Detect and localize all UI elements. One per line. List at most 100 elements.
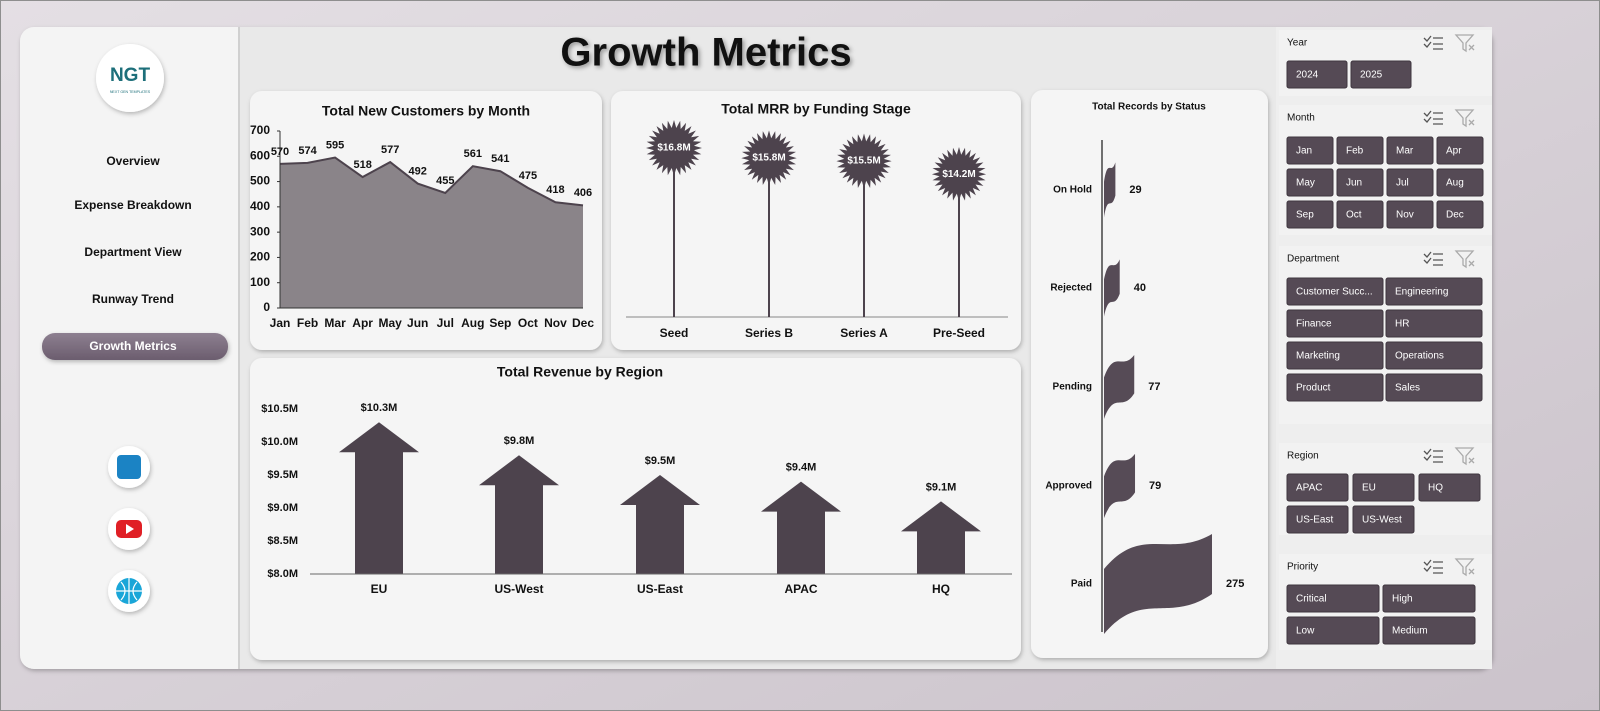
slicer-button-label[interactable]: Oct xyxy=(1346,210,1362,221)
multi-select-icon[interactable] xyxy=(1423,251,1443,266)
slicer-button-label[interactable]: US-West xyxy=(1362,515,1402,526)
slicer-button-label[interactable]: HQ xyxy=(1428,483,1443,494)
slicer-button-label[interactable]: Jul xyxy=(1396,178,1409,189)
slicer-button-label[interactable]: Jan xyxy=(1296,146,1312,157)
clear-filter-icon[interactable] xyxy=(1454,34,1475,53)
slicer-button[interactable] xyxy=(1336,200,1384,229)
slicer-button-label[interactable]: 2024 xyxy=(1296,70,1319,81)
slicer-button[interactable] xyxy=(1286,60,1348,89)
slicer-button-label[interactable]: Low xyxy=(1296,626,1315,637)
area-line xyxy=(279,156,584,207)
slicer-button[interactable] xyxy=(1436,168,1484,197)
nav-item[interactable]: Runway Trend xyxy=(92,292,174,306)
slicer-button-label[interactable]: US-East xyxy=(1296,515,1333,526)
slicer-button[interactable] xyxy=(1350,60,1412,89)
slicer-button-label[interactable]: Nov xyxy=(1396,210,1414,221)
nav-item[interactable]: Overview xyxy=(106,154,160,168)
slicer-button-label[interactable]: Feb xyxy=(1346,146,1364,157)
multi-select-icon[interactable] xyxy=(1423,35,1443,50)
x-tick-label: Series A xyxy=(840,326,888,340)
slicer-button[interactable] xyxy=(1286,505,1349,534)
social-youtube[interactable] xyxy=(108,508,150,550)
y-tick-label: 300 xyxy=(250,224,270,238)
linkedin-icon[interactable] xyxy=(117,455,141,479)
flag-bar xyxy=(1104,453,1136,519)
clear-filter-icon[interactable] xyxy=(1454,447,1475,466)
slicer-button-label[interactable]: Jun xyxy=(1346,178,1362,189)
slicer-button[interactable] xyxy=(1386,136,1434,165)
slicer-button[interactable] xyxy=(1352,505,1415,534)
y-tick-label: $8.5M xyxy=(267,535,298,547)
slicer-button[interactable] xyxy=(1286,136,1334,165)
slicer-button-label[interactable]: Marketing xyxy=(1296,351,1340,362)
slicer-button[interactable] xyxy=(1436,136,1484,165)
slicer-button-label[interactable]: Product xyxy=(1296,383,1331,394)
arrow-bar xyxy=(620,475,700,574)
slicer-button-label[interactable]: Apr xyxy=(1446,146,1462,157)
nav-item[interactable]: Growth Metrics xyxy=(89,339,177,353)
arrow-bar xyxy=(339,422,419,574)
slicer-button-label[interactable]: Medium xyxy=(1392,626,1428,637)
clear-filter-icon[interactable] xyxy=(1454,109,1475,128)
slicer-button[interactable] xyxy=(1336,136,1384,165)
multi-select-icon[interactable] xyxy=(1423,110,1443,125)
lollipop-head xyxy=(646,120,702,176)
slicer-button-label[interactable]: May xyxy=(1296,178,1315,189)
slicer-button-label[interactable]: High xyxy=(1392,594,1413,605)
multi-select-icon[interactable] xyxy=(1423,559,1443,574)
slicer-button[interactable] xyxy=(1436,200,1484,229)
slicer-button[interactable] xyxy=(1382,616,1476,645)
slicer-button-label[interactable]: 2025 xyxy=(1360,70,1383,81)
slicer-button[interactable] xyxy=(1382,584,1476,613)
slicer-button-label[interactable]: EU xyxy=(1362,483,1376,494)
x-tick-label: May xyxy=(379,316,403,330)
slicer-button-label[interactable]: Mar xyxy=(1396,146,1414,157)
globe-lines[interactable] xyxy=(116,578,142,604)
slicer-button-label[interactable]: Sep xyxy=(1296,210,1314,221)
flag-bar xyxy=(1104,355,1135,419)
slicer-button[interactable] xyxy=(1336,168,1384,197)
slicer-button[interactable] xyxy=(1386,200,1434,229)
slicer-button-label[interactable]: Aug xyxy=(1446,178,1464,189)
slicer-button-label[interactable]: APAC xyxy=(1296,483,1323,494)
slicer-button[interactable] xyxy=(1286,616,1380,645)
slicer-button[interactable] xyxy=(1385,309,1483,338)
slicer-button[interactable] xyxy=(1286,200,1334,229)
multi-select-icon[interactable] xyxy=(1423,448,1443,463)
social-linkedin[interactable] xyxy=(108,446,150,488)
slicer-button-label[interactable]: Critical xyxy=(1296,594,1327,605)
social-web[interactable] xyxy=(108,570,150,612)
data-label: $10.3M xyxy=(361,402,398,414)
slicer-button[interactable] xyxy=(1286,309,1384,338)
nav-item[interactable]: Department View xyxy=(84,245,182,259)
nav-item[interactable]: Expense Breakdown xyxy=(74,198,191,212)
slicer-button-label[interactable]: Operations xyxy=(1395,351,1444,362)
slicer-button[interactable] xyxy=(1286,584,1380,613)
clear-filter-icon[interactable] xyxy=(1454,250,1475,269)
slicer-button[interactable] xyxy=(1418,473,1481,502)
slicer-button-label[interactable]: Dec xyxy=(1446,210,1464,221)
x-tick-label: US-East xyxy=(637,582,683,596)
slicer-button[interactable] xyxy=(1352,473,1415,502)
slicer-button[interactable] xyxy=(1286,373,1384,402)
slicer-button[interactable] xyxy=(1386,168,1434,197)
slicer-button[interactable] xyxy=(1385,373,1483,402)
nav-active-pill[interactable] xyxy=(42,333,228,360)
slicer-button[interactable] xyxy=(1286,277,1384,306)
data-label: $15.8M xyxy=(752,153,785,164)
slicer-button-label[interactable]: HR xyxy=(1395,319,1409,330)
slicer-button-label[interactable]: Engineering xyxy=(1395,287,1448,298)
slicer-button[interactable] xyxy=(1286,341,1384,370)
slicer-button[interactable] xyxy=(1385,277,1483,306)
category-label: On Hold xyxy=(1053,185,1092,196)
slicer-button[interactable] xyxy=(1286,168,1334,197)
slicer-button-label[interactable]: Customer Succ... xyxy=(1296,287,1373,298)
slicer-button-label[interactable]: Finance xyxy=(1296,319,1332,330)
chart-panel xyxy=(1031,90,1268,658)
slicer-button-label[interactable]: Sales xyxy=(1395,383,1420,394)
clear-filter-icon[interactable] xyxy=(1454,558,1475,577)
slicer-button[interactable] xyxy=(1385,341,1483,370)
slicer-button[interactable] xyxy=(1286,473,1349,502)
play-icon[interactable] xyxy=(126,524,134,534)
data-label: 418 xyxy=(546,184,564,196)
